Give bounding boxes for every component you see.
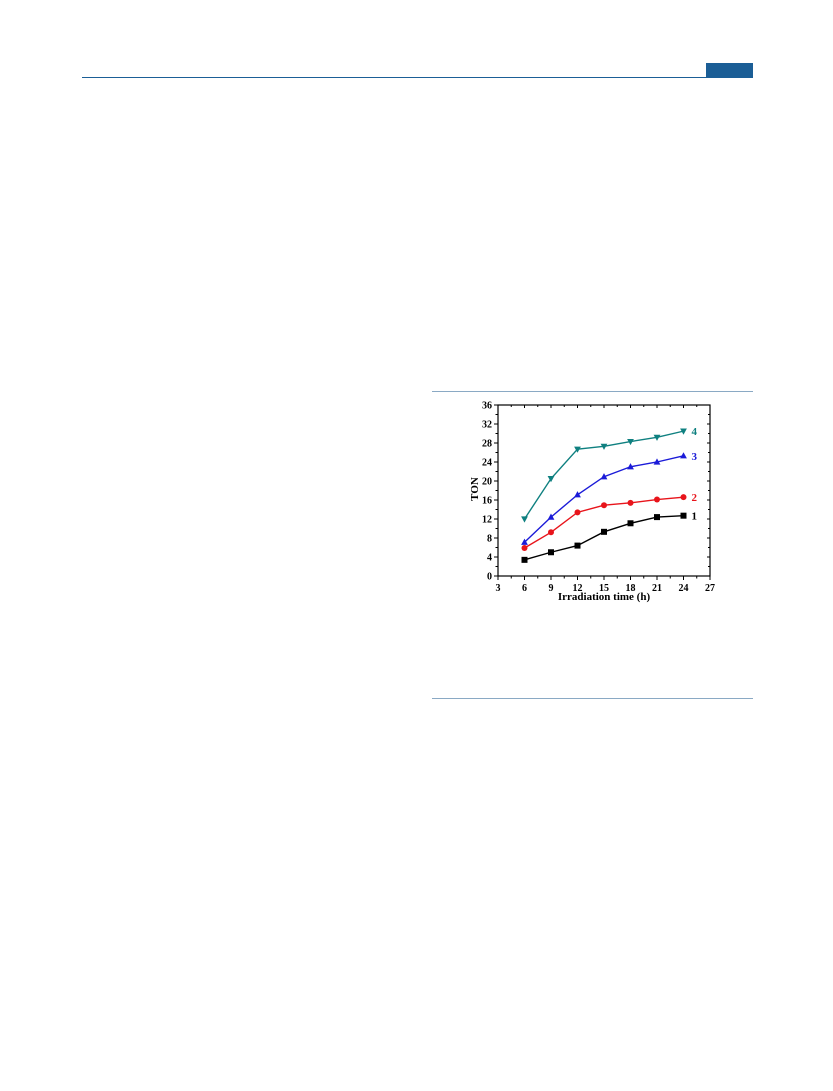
data-point xyxy=(627,520,634,527)
y-tick-label: 24 xyxy=(482,458,492,469)
header-tab xyxy=(706,63,753,78)
data-point xyxy=(547,513,555,520)
plot-frame xyxy=(497,404,711,577)
series-3: 3 xyxy=(521,451,698,545)
data-point xyxy=(600,443,608,450)
data-point xyxy=(574,509,581,516)
data-point xyxy=(627,463,634,470)
x-tick-label: 24 xyxy=(679,583,689,594)
data-point xyxy=(601,528,607,535)
data-point xyxy=(680,512,687,519)
header-rule xyxy=(82,77,753,78)
y-tick-label: 4 xyxy=(487,553,492,564)
x-tick-label: 21 xyxy=(652,583,662,594)
x-tick-label: 3 xyxy=(496,583,501,594)
series-4: 4 xyxy=(521,426,698,523)
data-point xyxy=(521,556,528,563)
data-point xyxy=(601,502,607,509)
series-2: 2 xyxy=(521,492,698,551)
y-tick-label: 8 xyxy=(487,534,492,545)
data-point xyxy=(680,452,687,459)
data-point xyxy=(548,549,554,556)
data-point xyxy=(627,499,634,506)
data-point xyxy=(574,446,581,453)
y-tick-label: 20 xyxy=(482,477,492,488)
series-label-2: 2 xyxy=(692,492,698,504)
data-point xyxy=(521,538,528,545)
data-point xyxy=(680,494,687,501)
data-point xyxy=(574,491,581,498)
x-tick-label: 15 xyxy=(599,583,609,594)
x-tick-label: 27 xyxy=(705,583,715,594)
data-point xyxy=(653,458,661,465)
x-tick-label: 9 xyxy=(549,583,554,594)
data-point xyxy=(548,529,554,536)
y-tick-label: 28 xyxy=(482,439,492,450)
data-point xyxy=(654,514,660,521)
figure-top-rule xyxy=(432,391,753,392)
data-point xyxy=(574,542,581,549)
data-point xyxy=(680,428,687,435)
series-1: 1 xyxy=(521,511,698,563)
data-point xyxy=(654,496,660,503)
series-label-3: 3 xyxy=(692,451,698,463)
y-tick-label: 36 xyxy=(482,401,492,412)
x-tick-label: 12 xyxy=(573,583,583,594)
data-point xyxy=(521,544,528,551)
data-point xyxy=(653,434,661,441)
y-tick-label: 0 xyxy=(487,572,492,583)
data-point xyxy=(627,438,634,446)
data-point xyxy=(547,476,555,483)
series-label-1: 1 xyxy=(692,511,698,523)
x-axis-label: Irradiation time (h) xyxy=(558,591,651,603)
y-tick-label: 16 xyxy=(482,496,492,507)
data-point xyxy=(600,473,608,480)
data-point xyxy=(521,516,528,523)
series-label-4: 4 xyxy=(692,426,698,438)
figure-bottom-rule xyxy=(432,698,753,699)
y-tick-label: 12 xyxy=(482,515,492,526)
y-tick-label: 32 xyxy=(482,420,492,431)
y-axis-label: TON xyxy=(469,477,481,501)
x-tick-label: 18 xyxy=(626,583,636,594)
x-tick-label: 6 xyxy=(522,583,527,594)
